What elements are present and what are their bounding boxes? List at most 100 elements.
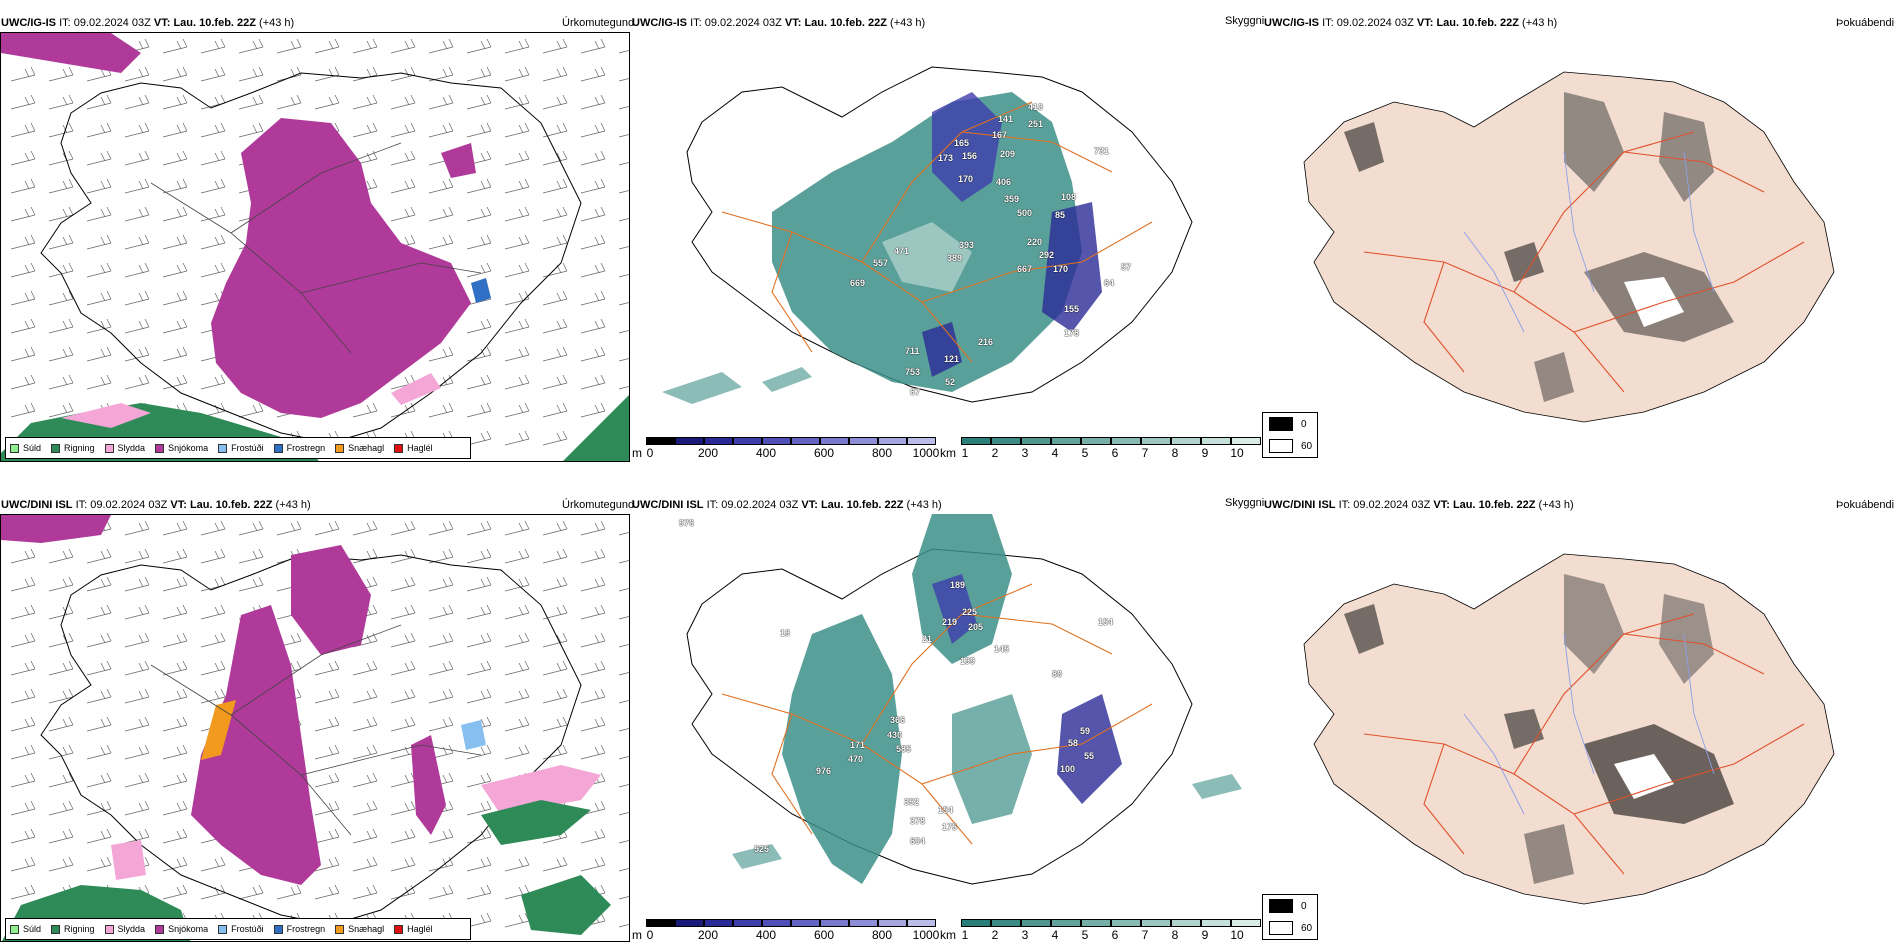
fog-map-svg bbox=[1303, 71, 1835, 423]
legend-label: Súld bbox=[23, 924, 42, 934]
wind-barb bbox=[10, 576, 36, 592]
wind-barb bbox=[352, 800, 378, 816]
cbar-cell bbox=[1231, 919, 1261, 927]
wind-barb bbox=[10, 884, 36, 900]
wind-barb bbox=[314, 688, 340, 704]
it-value: 09.02.2024 03Z bbox=[90, 499, 168, 511]
model-name: UWC/DINI ISL bbox=[1264, 499, 1336, 511]
fog-legend: 0 60 bbox=[1262, 412, 1318, 458]
vt-label: VT: bbox=[801, 499, 818, 511]
wind-barb bbox=[542, 38, 568, 54]
cbar-cell bbox=[675, 437, 704, 445]
legend-swatch bbox=[10, 924, 19, 934]
wind-barb bbox=[124, 318, 150, 334]
wind-barb bbox=[504, 318, 530, 334]
legend-label: Snæhagl bbox=[348, 443, 385, 453]
cloud-map: 976 189 225 219 205 145 199 154 80 366 4… bbox=[632, 514, 1262, 914]
legend-label: Frostúði bbox=[231, 443, 264, 453]
value-label: 52 bbox=[945, 377, 956, 387]
wind-barb bbox=[428, 576, 454, 592]
legend-item: Haglél bbox=[394, 443, 433, 453]
colorbar-km-tick: 9 bbox=[1201, 928, 1209, 942]
wind-barb bbox=[390, 576, 416, 592]
value-label: 170 bbox=[958, 174, 974, 184]
wind-barb bbox=[314, 94, 340, 110]
cbar-cell bbox=[791, 437, 820, 445]
cbar-cell bbox=[991, 437, 1021, 445]
fog-white-c bbox=[1614, 754, 1674, 799]
wind-barb bbox=[86, 716, 112, 732]
rivers bbox=[1463, 151, 1715, 333]
wind-barb bbox=[86, 290, 112, 306]
fog-dark-w bbox=[1504, 709, 1544, 749]
fog-title: Þokuábendi bbox=[1836, 499, 1895, 511]
it-label: IT: bbox=[1338, 499, 1351, 511]
sleet-area-e bbox=[481, 765, 601, 815]
wind-barb bbox=[124, 548, 150, 564]
wind-barb bbox=[124, 744, 150, 760]
wind-barb bbox=[10, 66, 36, 82]
wind-barb bbox=[580, 548, 606, 564]
value-label: 64 bbox=[1104, 278, 1115, 288]
wind-barb bbox=[48, 122, 74, 138]
wind-barb bbox=[580, 346, 606, 362]
wind-barb bbox=[504, 632, 530, 648]
wind-barb bbox=[390, 660, 416, 676]
wind-barb bbox=[352, 772, 378, 788]
wind-barb bbox=[466, 884, 492, 900]
cbar-cell bbox=[878, 437, 907, 445]
wind-barb bbox=[542, 318, 568, 334]
value-label: 155 bbox=[1064, 304, 1080, 314]
legend-item: Súld bbox=[10, 924, 41, 934]
wind-barb bbox=[48, 828, 74, 844]
cbar-cell bbox=[961, 437, 991, 445]
wind-barb bbox=[162, 290, 188, 306]
wind-barb bbox=[390, 122, 416, 138]
wind-barb bbox=[580, 576, 606, 592]
wind-barb bbox=[580, 856, 606, 872]
colorbar-m-tick: 600 bbox=[813, 446, 835, 460]
legend-item: Slydda bbox=[104, 924, 145, 934]
island-outline bbox=[40, 554, 582, 926]
cbar-cell bbox=[907, 437, 936, 445]
precip-map-svg bbox=[1, 515, 629, 941]
wind-barb bbox=[390, 856, 416, 872]
legend-item: Frostúði bbox=[218, 443, 264, 453]
model-name: UWC/DINI ISL bbox=[1, 499, 73, 511]
fog-swatch bbox=[1269, 417, 1293, 431]
wind-barb bbox=[466, 828, 492, 844]
legend-label: Snjókoma bbox=[168, 924, 209, 934]
wind-barb bbox=[504, 912, 530, 928]
wind-barb bbox=[48, 856, 74, 872]
vt-label: VT: bbox=[170, 499, 187, 511]
colorbar-km bbox=[961, 919, 1261, 949]
value-label: 389 bbox=[947, 253, 963, 263]
value-label: 557 bbox=[873, 258, 889, 268]
value-label: 220 bbox=[1027, 237, 1043, 247]
wind-barb bbox=[390, 828, 416, 844]
wind-barb bbox=[390, 772, 416, 788]
wind-barb bbox=[200, 38, 226, 54]
wind-barb bbox=[10, 772, 36, 788]
cbar-cell bbox=[961, 919, 991, 927]
ceiling-area-e bbox=[1057, 694, 1122, 804]
legend-item: Súld bbox=[10, 443, 41, 453]
ceiling-area-c bbox=[932, 574, 977, 644]
rain-patches-sw bbox=[662, 367, 812, 404]
wind-barb bbox=[124, 576, 150, 592]
wind-barb bbox=[10, 206, 36, 222]
wind-barb bbox=[618, 302, 629, 306]
wind-barb bbox=[504, 660, 530, 676]
wind-barb bbox=[10, 604, 36, 620]
it-value: 09.02.2024 03Z bbox=[721, 499, 799, 511]
wind-barb bbox=[124, 94, 150, 110]
lead-time: (+43 h) bbox=[1522, 17, 1558, 29]
wind-barb bbox=[124, 772, 150, 788]
wind-barb bbox=[504, 122, 530, 138]
roads bbox=[150, 624, 482, 836]
value-label: 711 bbox=[905, 346, 920, 356]
wind-barb bbox=[314, 884, 340, 900]
colorbar-m-tick: 400 bbox=[755, 446, 777, 460]
vt-value: Lau. 10.feb. 22Z bbox=[804, 17, 887, 29]
wind-barb bbox=[238, 402, 264, 418]
